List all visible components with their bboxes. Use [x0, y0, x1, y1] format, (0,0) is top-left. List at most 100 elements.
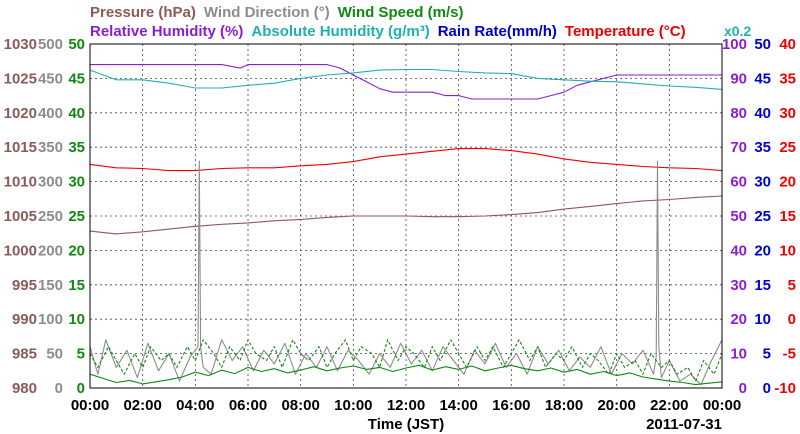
tick-label-wind-speed: 30	[68, 174, 85, 191]
series-line	[89, 148, 723, 172]
tick-label-temperature: 25	[779, 139, 796, 156]
tick-label-wind-direction: 400	[38, 105, 63, 122]
tick-label-wind-direction: 100	[38, 311, 63, 328]
tick-label-time: 14:00	[439, 397, 477, 414]
tick-label-pressure: 980	[12, 380, 37, 397]
tick-label-time: 00:00	[703, 397, 741, 414]
tick-label-pressure: 995	[12, 277, 37, 294]
tick-label-temperature: -5	[783, 346, 796, 363]
tick-label-time: 22:00	[650, 397, 688, 414]
tick-label-relative-humidity: 10	[730, 346, 747, 363]
tick-label-time: 06:00	[229, 397, 267, 414]
tick-label-wind-direction: 250	[38, 208, 63, 225]
tick-label-wind-direction: 0	[55, 380, 63, 397]
tick-label-temperature: 20	[779, 174, 796, 191]
legend-entry: Temperature (°C)	[565, 23, 686, 40]
tick-label-temperature: 35	[779, 70, 796, 87]
tick-label-relative-humidity: 70	[730, 139, 747, 156]
tick-label-relative-humidity: 0	[739, 380, 747, 397]
legend-entry: Pressure (hPa)	[90, 4, 196, 21]
legend-entry: Absolute Humidity (g/m³)	[251, 23, 429, 40]
tick-label-relative-humidity: 30	[730, 277, 747, 294]
tick-label-pressure: 990	[12, 311, 37, 328]
legend-entry: Relative Humidity (%)	[90, 23, 243, 40]
tick-label-pressure: 1025	[4, 70, 37, 87]
tick-label-wind-direction: 300	[38, 174, 63, 191]
tick-label-wind-speed: 40	[68, 105, 85, 122]
tick-label-time: 00:00	[71, 397, 109, 414]
tick-label-relative-humidity: 50	[730, 208, 747, 225]
tick-label-relative-humidity: 60	[730, 174, 747, 191]
tick-label-time: 10:00	[334, 397, 372, 414]
tick-label-pressure: 1000	[4, 242, 37, 259]
series-line	[89, 68, 723, 90]
tick-label-wind-speed: 5	[77, 346, 85, 363]
tick-label-pressure: 1030	[4, 36, 37, 53]
tick-label-temperature: 30	[779, 105, 796, 122]
tick-label-time: 02:00	[123, 397, 161, 414]
tick-label-pressure: 1005	[4, 208, 37, 225]
tick-label-rain-rate: 35	[754, 139, 771, 156]
tick-label-wind-direction: 150	[38, 277, 63, 294]
x-axis-label: Time (JST)	[368, 416, 444, 433]
tick-label-rain-rate: 40	[754, 105, 771, 122]
tick-label-rain-rate: 45	[754, 70, 771, 87]
tick-label-rain-rate: 5	[763, 346, 771, 363]
tick-label-temperature: 5	[788, 277, 796, 294]
tick-label-rain-rate: 10	[754, 311, 771, 328]
series-line	[89, 160, 723, 386]
tick-label-rain-rate: 0	[763, 380, 771, 397]
tick-label-wind-speed: 20	[68, 242, 85, 259]
tick-label-temperature: 15	[779, 208, 796, 225]
tick-label-temperature: 0	[788, 311, 796, 328]
legend-line-1: Pressure (hPa) Wind Direction (°) Wind Spe…	[90, 4, 463, 21]
tick-label-rain-rate: 15	[754, 277, 771, 294]
tick-label-wind-speed: 45	[68, 70, 85, 87]
tick-label-relative-humidity: 100	[722, 36, 747, 53]
tick-label-pressure: 1015	[4, 139, 37, 156]
tick-label-time: 04:00	[176, 397, 214, 414]
legend: Pressure (hPa) Wind Direction (°) Wind Spe…	[90, 4, 751, 40]
tick-label-time: 16:00	[492, 397, 530, 414]
tick-label-wind-speed: 50	[68, 36, 85, 53]
tick-label-time: 18:00	[545, 397, 583, 414]
tick-label-relative-humidity: 90	[730, 70, 747, 87]
tick-label-time: 12:00	[387, 397, 425, 414]
tick-label-pressure: 1010	[4, 174, 37, 191]
tick-label-wind-speed: 10	[68, 311, 85, 328]
legend-line-2: Relative Humidity (%) Absolute Humidity (…	[90, 23, 686, 40]
date-label: 2011-07-31	[646, 416, 722, 433]
tick-label-rain-rate: 30	[754, 174, 771, 191]
tick-label-relative-humidity: 20	[730, 311, 747, 328]
tick-label-temperature: 40	[779, 36, 796, 53]
series-line	[89, 364, 723, 386]
tick-label-time: 08:00	[281, 397, 319, 414]
tick-label-time: 20:00	[597, 397, 635, 414]
tick-label-wind-direction: 350	[38, 139, 63, 156]
tick-label-wind-speed: 0	[77, 380, 85, 397]
tick-label-wind-speed: 35	[68, 139, 85, 156]
legend-entry: Wind Speed (m/s)	[338, 4, 464, 21]
series-line	[89, 195, 723, 235]
plot-frame	[89, 43, 723, 389]
scale-note: x0.2	[724, 23, 751, 39]
tick-label-rain-rate: 20	[754, 242, 771, 259]
series-layer	[89, 64, 723, 386]
tick-label-wind-direction: 50	[46, 346, 63, 363]
tick-label-pressure: 1020	[4, 105, 37, 122]
tick-label-temperature: -10	[774, 380, 796, 397]
legend-entry: Wind Direction (°)	[204, 4, 330, 21]
tick-label-rain-rate: 50	[754, 36, 771, 53]
tick-label-temperature: 10	[779, 242, 796, 259]
series-line	[89, 339, 723, 382]
tick-labels: 1030102510201015101010051000995990985980…	[4, 36, 796, 414]
tick-label-rain-rate: 25	[754, 208, 771, 225]
tick-label-wind-speed: 15	[68, 277, 85, 294]
tick-label-relative-humidity: 40	[730, 242, 747, 259]
tick-label-wind-direction: 450	[38, 70, 63, 87]
tick-label-wind-direction: 200	[38, 242, 63, 259]
tick-label-wind-direction: 500	[38, 36, 63, 53]
tick-label-wind-speed: 25	[68, 208, 85, 225]
tick-label-pressure: 985	[12, 346, 37, 363]
